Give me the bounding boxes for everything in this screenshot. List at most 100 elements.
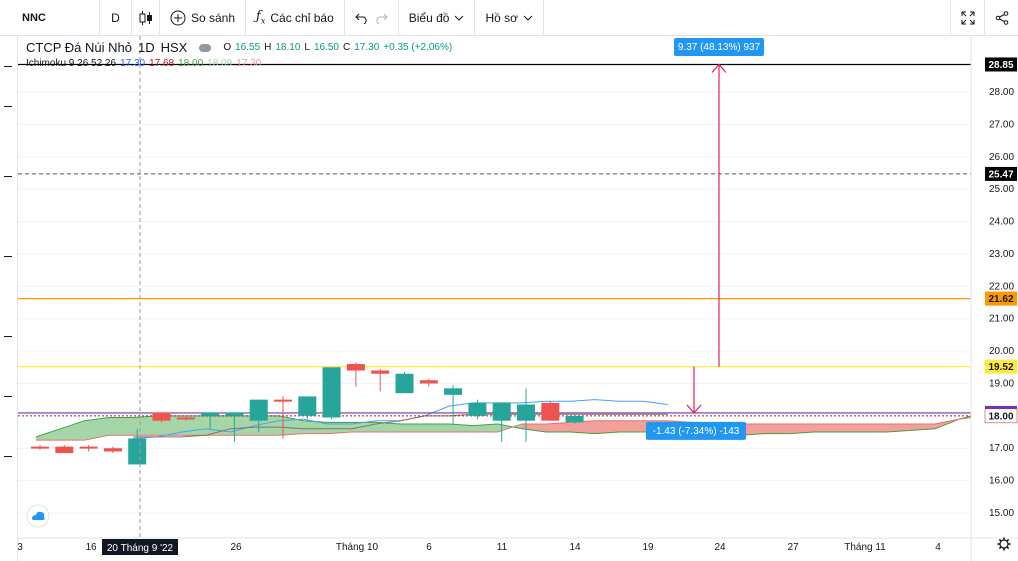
drawing-toolbar bbox=[0, 36, 18, 561]
level-price-badge bbox=[985, 166, 1017, 181]
legend-title: CTCP Đá Núi Nhỏ bbox=[26, 40, 132, 55]
level-price-badge bbox=[985, 359, 1017, 374]
price-axis[interactable]: 28.00 27.00 26.00 25.00 24.00 23.00 22.00 21.00… bbox=[970, 36, 1018, 561]
candle-body bbox=[176, 417, 195, 420]
undo-icon[interactable] bbox=[355, 12, 369, 24]
candle-body bbox=[444, 388, 463, 395]
change-value: +0.35 (+2.06%) bbox=[383, 42, 453, 53]
tool-divider bbox=[4, 66, 12, 67]
candle-body bbox=[225, 412, 244, 416]
candle-body bbox=[419, 380, 438, 384]
chart-grid bbox=[18, 91, 971, 514]
ichimoku-lines bbox=[133, 399, 668, 440]
high-value: 18.10 bbox=[275, 42, 301, 53]
candle-body bbox=[274, 399, 292, 402]
redo-icon[interactable] bbox=[374, 12, 388, 24]
interval-label: D bbox=[111, 10, 120, 25]
indicators-label: Các chỉ báo bbox=[270, 10, 334, 25]
close-label: C bbox=[343, 42, 351, 53]
kijun-line bbox=[133, 413, 668, 438]
tool-divider bbox=[4, 396, 12, 397]
close-value: 17.30 bbox=[354, 42, 380, 53]
candle-body bbox=[249, 399, 268, 421]
gear-tooth bbox=[1006, 538, 1010, 542]
share-icon bbox=[995, 11, 1008, 25]
logo-icon bbox=[26, 504, 50, 528]
profile-menu-label: Hồ sơ bbox=[485, 10, 518, 25]
ichimoku-chikou-value: 18.00 bbox=[178, 58, 204, 69]
measure-badge-up bbox=[674, 38, 764, 56]
open-label: O bbox=[223, 42, 232, 53]
compare-button[interactable]: So sánh bbox=[160, 0, 247, 36]
candle-body bbox=[55, 446, 74, 454]
plus-circle-icon bbox=[170, 10, 186, 25]
logo-cloud bbox=[32, 511, 45, 520]
market-status-icon[interactable] bbox=[199, 43, 212, 52]
candle-body bbox=[322, 367, 341, 418]
symbol-search[interactable]: NNC bbox=[0, 0, 100, 36]
undo-redo-group bbox=[345, 0, 399, 36]
indicators-button[interactable]: ƒx Các chỉ báo bbox=[246, 0, 345, 36]
measure-arrow-up bbox=[711, 63, 727, 73]
level-price-badge bbox=[985, 291, 1017, 306]
indicator-legend[interactable]: Ichimoku 9 26 52 26 17.30 17.68 18.00 18… bbox=[26, 58, 452, 69]
time-tick-label: Tháng 10 bbox=[336, 542, 379, 553]
legend-interval: 1D bbox=[137, 40, 155, 55]
fx-icon: ƒx bbox=[256, 9, 266, 26]
candle-body bbox=[468, 402, 487, 416]
measure-badge-down bbox=[646, 421, 746, 440]
price-tick-label: 17.00 bbox=[989, 443, 1014, 454]
cloud-segment bbox=[400, 423, 426, 433]
fullscreen-icon bbox=[961, 11, 974, 25]
share-button[interactable] bbox=[984, 0, 1018, 36]
compare-label: So sánh bbox=[191, 10, 236, 25]
price-tick-label: 24.00 bbox=[989, 217, 1014, 228]
cloud-segment bbox=[764, 423, 790, 434]
level-price-label: 25.47 bbox=[988, 169, 1013, 180]
measure-label-up: 9.37 (48.13%) 937 bbox=[678, 42, 761, 53]
low-label: L bbox=[304, 42, 310, 53]
indicator-name: Ichimoku 9 26 52 26 bbox=[26, 58, 117, 69]
price-tick-label: 28.00 bbox=[989, 87, 1014, 98]
price-tick-label: 20.00 bbox=[989, 346, 1014, 357]
candle-body bbox=[395, 373, 414, 394]
level-price-badge bbox=[985, 57, 1017, 72]
time-tick-label: 4 bbox=[935, 542, 941, 553]
price-tick-label: 19.00 bbox=[989, 378, 1014, 389]
ichimoku-span-b-value: 17.30 bbox=[236, 58, 262, 69]
price-chart[interactable]: 9.37 (48.13%) 937 -1.43 (-7.34%) -143 28.… bbox=[18, 36, 1018, 561]
chart-style-button[interactable] bbox=[132, 0, 160, 36]
price-tick-label: 26.00 bbox=[989, 152, 1014, 163]
price-tick-label: 15.00 bbox=[989, 508, 1014, 519]
settings-gear-icon[interactable] bbox=[997, 537, 1011, 551]
legend-exchange: HSX bbox=[160, 40, 188, 55]
fullscreen-button[interactable] bbox=[950, 0, 984, 36]
time-tick-label: 26 bbox=[230, 542, 242, 553]
candles bbox=[31, 362, 584, 465]
profile-menu-button[interactable]: Hồ sơ bbox=[475, 0, 544, 36]
low-value: 16.50 bbox=[313, 42, 339, 53]
candle-body bbox=[517, 404, 535, 421]
time-tick-label: 24 bbox=[714, 542, 726, 553]
interval-button[interactable]: D bbox=[100, 0, 132, 36]
time-tick-label: 14 bbox=[569, 542, 581, 553]
cloud-segment bbox=[618, 420, 644, 433]
time-tick-label: 11 bbox=[497, 542, 508, 553]
crosshair-date-label: 20 Tháng 9 '22 bbox=[107, 543, 174, 554]
time-axis[interactable]: 3 16 26 Tháng 10 6 11 14 19 24 27 Tháng 11 4 20 Thán… bbox=[18, 504, 1018, 555]
time-tick-label: 19 bbox=[642, 542, 654, 553]
level-price-badge bbox=[984, 408, 1018, 424]
measure-label-down: -1.43 (-7.34%) -143 bbox=[653, 426, 740, 437]
high-label: H bbox=[264, 42, 272, 53]
price-range-measurements[interactable]: 9.37 (48.13%) 937 -1.43 (-7.34%) -143 bbox=[646, 38, 764, 440]
ohlc-values: O 16.55 H 18.10 L 16.50 C 17.30 +0.35 (+2.06… bbox=[223, 42, 452, 53]
time-tick-label: Tháng 11 bbox=[844, 542, 886, 553]
chart-menu-button[interactable]: Biểu đồ bbox=[399, 0, 476, 36]
candle-body bbox=[31, 446, 49, 449]
tool-divider bbox=[4, 456, 12, 457]
cloud-segment bbox=[303, 420, 328, 434]
price-tick-label: 22.00 bbox=[989, 281, 1014, 292]
tool-divider bbox=[4, 106, 12, 107]
level-price-label: 21.62 bbox=[988, 294, 1013, 305]
cloud-segment bbox=[861, 423, 887, 433]
